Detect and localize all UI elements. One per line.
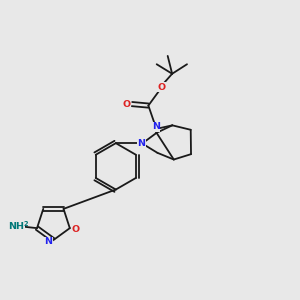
- Text: NH: NH: [8, 222, 24, 231]
- Text: O: O: [123, 100, 131, 109]
- Text: N: N: [44, 237, 52, 246]
- Text: O: O: [71, 225, 79, 234]
- Text: O: O: [157, 82, 165, 91]
- Text: N: N: [152, 122, 160, 131]
- Text: 2: 2: [23, 221, 28, 227]
- Text: N: N: [137, 139, 145, 148]
